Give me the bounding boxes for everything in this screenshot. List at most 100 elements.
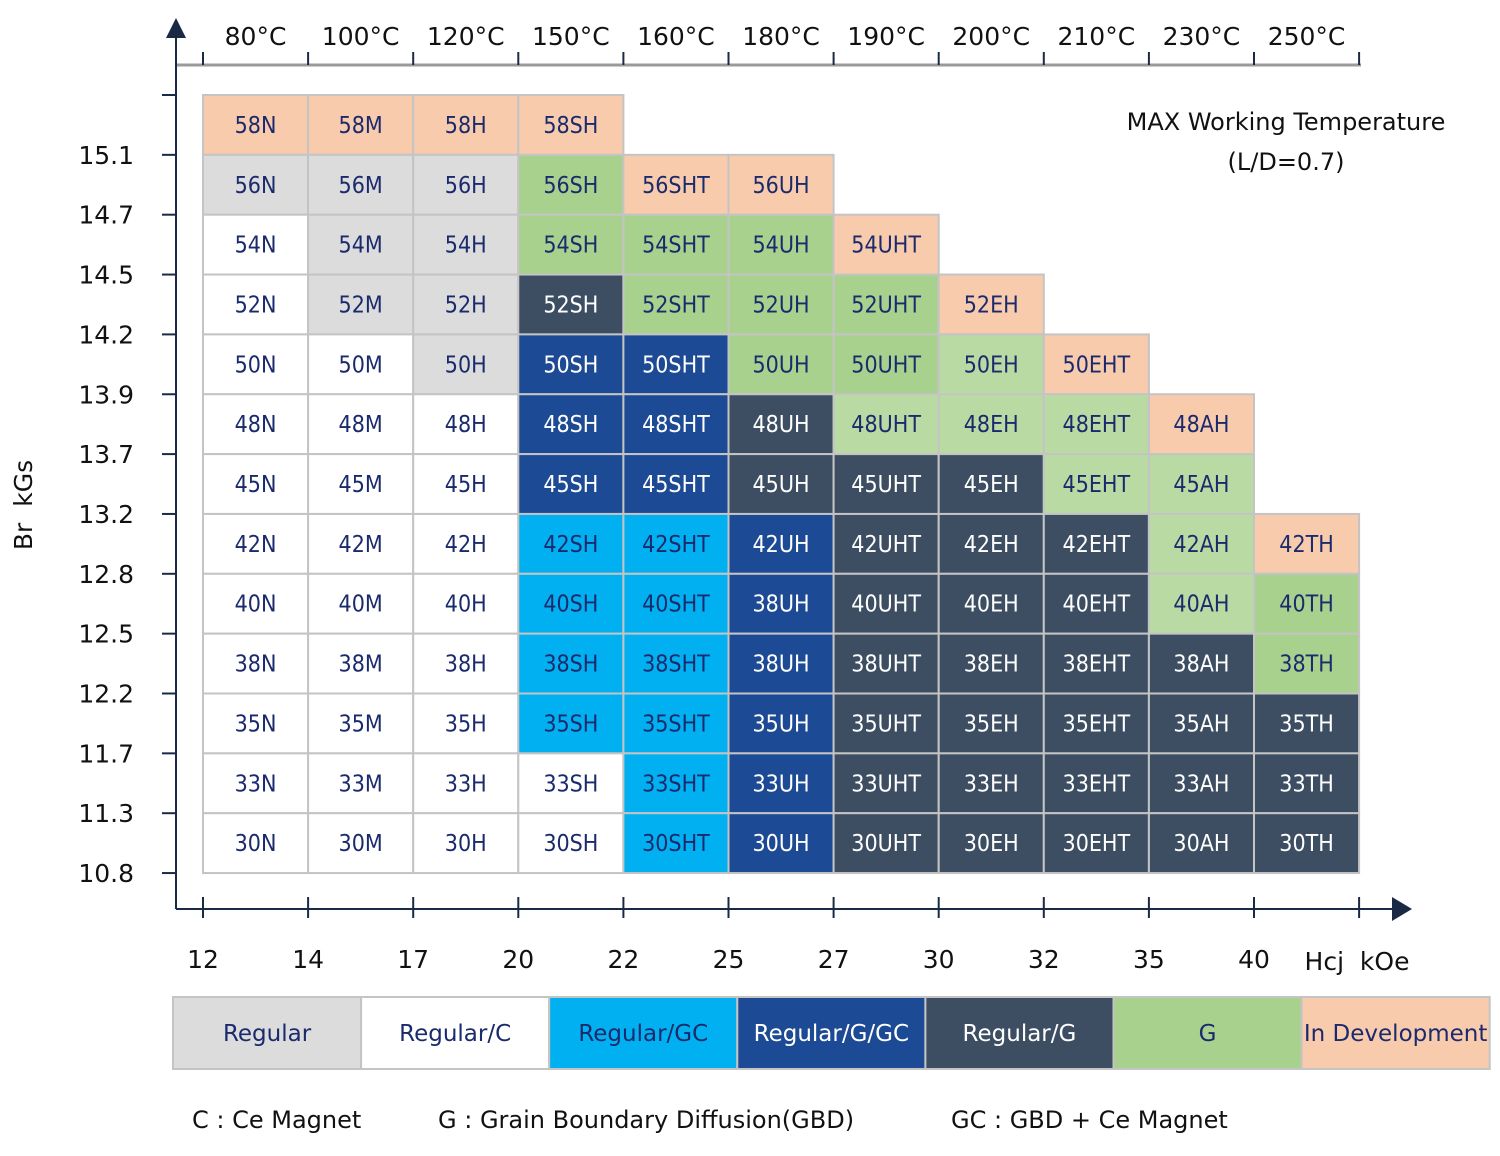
grade-label: 35AH (1173, 711, 1229, 737)
x-tick-label: 25 (713, 945, 745, 974)
grade-cell: 33M (307, 752, 415, 815)
grade-cell: 40UHT (832, 572, 940, 635)
grade-label: 35SHT (642, 711, 710, 737)
grade-cell: 33H (412, 752, 520, 815)
grade-label: 30H (445, 831, 487, 857)
grade-cell: 30TH (1253, 812, 1361, 875)
y-tick-label: 13.2 (78, 500, 134, 529)
grade-label: 50N (235, 352, 277, 378)
grade-cell: 42TH (1253, 512, 1361, 575)
y-tick-label: 10.8 (78, 859, 134, 888)
grade-label: 48AH (1173, 412, 1229, 438)
grade-cell-bg (307, 632, 415, 695)
grade-cell-bg (412, 333, 520, 396)
grade-label: 35UHT (851, 711, 921, 737)
grade-cell-bg (412, 572, 520, 635)
grade-cell: 52UHT (832, 273, 940, 336)
grade-cell: 54SHT (622, 213, 730, 276)
grade-cell: 33TH (1253, 752, 1361, 815)
grade-label: 33N (235, 771, 277, 797)
grade-cell: 45M (307, 453, 415, 515)
y-axis-label: Br kGs (9, 460, 38, 550)
grade-cell: 50EH (937, 333, 1045, 396)
grade-cell: 30EHT (1042, 812, 1150, 875)
axis-labels: 80°C 100°C 120°C 150°C 160°C 180°C 190°C 200°C 2… (78, 22, 1345, 974)
footnotes: C : Ce Magnet G : Grain Boundary Diffusio… (192, 1106, 1228, 1134)
grade-cell-bg (937, 692, 1045, 755)
y-tick-label: 14.2 (78, 320, 134, 349)
grade-cell: 54UH (727, 213, 835, 276)
grade-cell: 35UHT (832, 692, 940, 755)
grade-cell-bg (412, 632, 520, 695)
grade-cell: 56SH (517, 153, 625, 216)
legend-label: Regular (223, 1021, 312, 1047)
y-tick-label: 14.5 (78, 261, 134, 290)
grade-label: 42UHT (851, 532, 921, 558)
grade-label: 35TH (1279, 711, 1334, 737)
grade-cell-bg (1042, 632, 1150, 695)
legend-swatch (172, 996, 363, 1070)
grade-cell-bg (202, 453, 310, 515)
grade-label: 50M (339, 352, 383, 378)
grade-cell: 40H (412, 572, 520, 635)
temperature-tick-label: 230°C (1163, 22, 1241, 51)
grade-cell-bg (202, 273, 310, 336)
grade-cell: 40EH (937, 572, 1045, 635)
grade-cell: 48UH (727, 393, 835, 456)
grade-cell: 56UH (727, 153, 835, 216)
grade-cell-bg (832, 453, 940, 515)
grade-label: 33SHT (642, 771, 710, 797)
y-tick-label: 15.1 (78, 141, 134, 170)
grade-cell: 30UHT (832, 812, 940, 875)
grade-label: 38N (235, 652, 277, 678)
x-tick-label: 22 (607, 945, 639, 974)
legend-label: In Development (1304, 1021, 1488, 1047)
legend-item: Regular (172, 996, 363, 1070)
grade-cell: 38EHT (1042, 632, 1150, 695)
grade-cell-bg (937, 632, 1045, 695)
grade-label: 45AH (1173, 472, 1229, 498)
grade-cell: 40TH (1253, 572, 1361, 635)
grade-cell-bg (727, 213, 835, 276)
grade-cell-bg (832, 572, 940, 635)
grade-label: 58M (339, 113, 383, 139)
grade-cell: 50UHT (832, 333, 940, 396)
x-tick-label: 32 (1028, 945, 1060, 974)
grade-label: 45M (339, 472, 383, 498)
grade-label: 58N (235, 113, 277, 139)
legend-item: Regular/G/GC (736, 996, 927, 1070)
grade-label: 48N (235, 412, 277, 438)
grade-cell-bg (202, 512, 310, 575)
grade-cell-bg (202, 692, 310, 755)
grade-cell: 30M (307, 812, 415, 875)
grade-cell: 38SH (517, 632, 625, 695)
grade-label: 50SH (543, 352, 598, 378)
grade-cell-bg (202, 812, 310, 875)
grade-label: 45N (235, 472, 277, 498)
grade-label: 52EH (964, 292, 1019, 318)
grade-cell: 38UHT (832, 632, 940, 695)
grade-cell-bg (727, 812, 835, 875)
temperature-tick-label: 200°C (952, 22, 1030, 51)
footnote: GC : GBD + Ce Magnet (951, 1106, 1228, 1134)
grade-label: 52UHT (851, 292, 921, 318)
grade-cell: 42UHT (832, 512, 940, 575)
grade-cell: 30N (202, 812, 310, 875)
grade-label: 33UH (753, 771, 810, 797)
grade-cell-bg (517, 94, 625, 156)
grade-label: 33M (339, 771, 383, 797)
footnote: C : Ce Magnet (192, 1106, 361, 1134)
grade-cell-bg (1147, 812, 1256, 875)
y-tick-label: 11.3 (78, 799, 134, 828)
grade-cell: 40AH (1147, 572, 1256, 635)
temperature-tick-label: 250°C (1268, 22, 1346, 51)
grade-label: 30SHT (642, 831, 710, 857)
temperature-tick-label: 190°C (847, 22, 925, 51)
grade-cell: 30SH (517, 812, 625, 875)
grade-cell: 30AH (1147, 812, 1256, 875)
grade-label: 50UHT (851, 352, 921, 378)
temperature-tick-label: 120°C (427, 22, 505, 51)
grade-cell-bg (1253, 512, 1361, 575)
grade-cell: 35EHT (1042, 692, 1150, 755)
grade-cell-bg (517, 333, 625, 396)
